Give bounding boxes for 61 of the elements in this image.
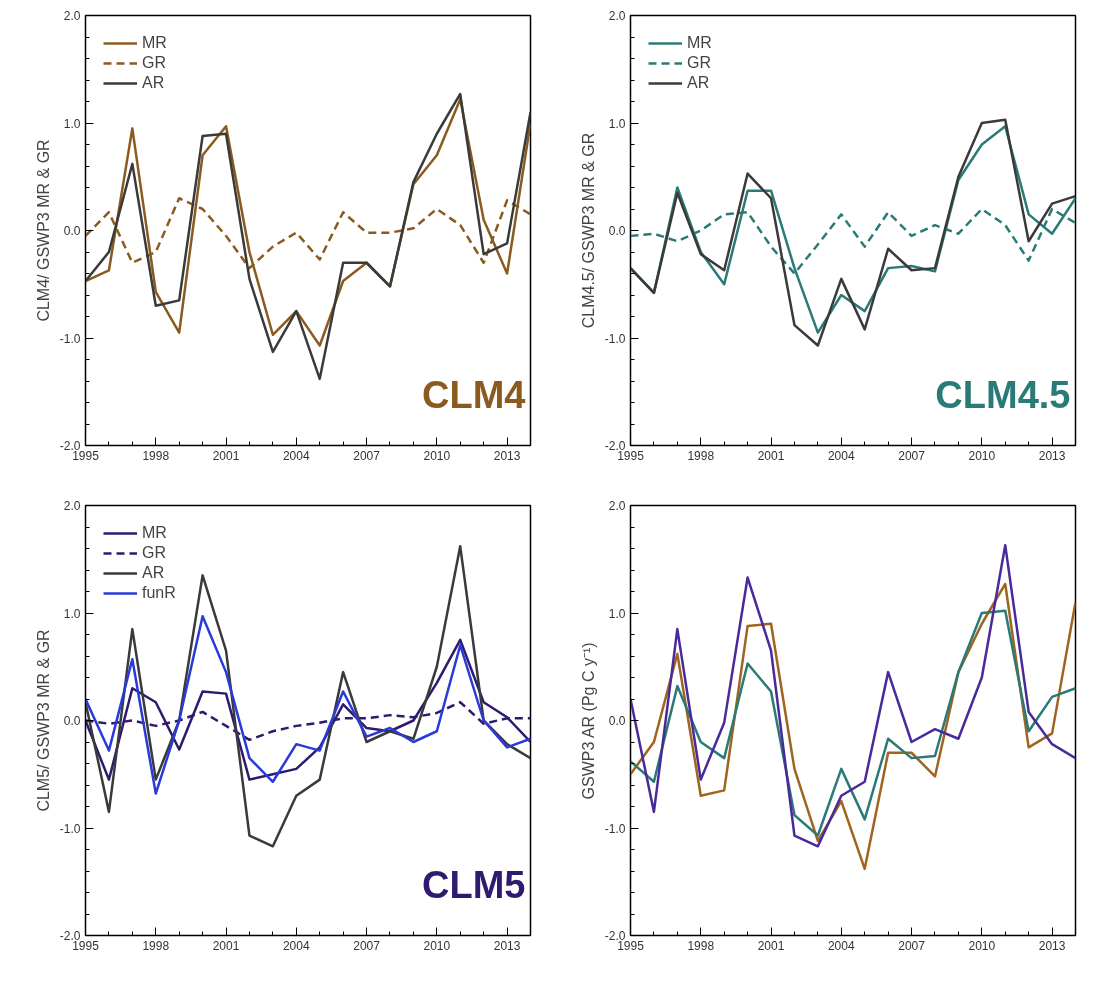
y-tick-label: 0.0 xyxy=(608,714,626,728)
annotation: CLM5 xyxy=(422,863,526,906)
y-axis-title: GSWP3 AR (Pg C y⁻¹) xyxy=(579,642,597,800)
y-axis-title: CLM5/ GSWP3 MR & GR xyxy=(34,629,52,812)
x-tick-label: 2004 xyxy=(282,938,310,953)
x-tick-label: 2010 xyxy=(423,448,451,463)
y-tick-label: -2.0 xyxy=(604,929,626,943)
x-tick-label: 2007 xyxy=(898,448,926,463)
x-tick-label: 2010 xyxy=(423,938,451,953)
x-tick-label: 2001 xyxy=(212,448,240,463)
x-tick-label: 2007 xyxy=(353,938,381,953)
annotation: CLM4 xyxy=(422,373,526,416)
y-tick-label: 2.0 xyxy=(608,9,626,23)
y-tick-label: -2.0 xyxy=(604,439,626,453)
x-tick-label: 1998 xyxy=(142,938,170,953)
x-tick-label: 2004 xyxy=(827,448,855,463)
x-tick-label: 2010 xyxy=(968,448,996,463)
x-tick-label: 1998 xyxy=(142,448,170,463)
legend-label: AR xyxy=(687,74,710,92)
x-tick-label: 2001 xyxy=(757,448,785,463)
y-tick-label: -2.0 xyxy=(59,439,81,453)
y-tick-label: 1.0 xyxy=(63,116,81,131)
x-tick-label: 2007 xyxy=(898,938,926,953)
x-tick-label: 2013 xyxy=(1038,448,1066,463)
y-tick-label: 2.0 xyxy=(608,499,626,513)
x-tick-label: 2001 xyxy=(757,938,785,953)
x-tick-label: 2004 xyxy=(282,448,310,463)
legend-label: MR xyxy=(687,34,712,52)
x-tick-label: 2010 xyxy=(968,938,996,953)
y-tick-label: -1.0 xyxy=(604,331,626,346)
y-tick-label: -1.0 xyxy=(604,821,626,836)
y-tick-label: -2.0 xyxy=(59,929,81,943)
y-axis-title: CLM4.5/ GSWP3 MR & GR xyxy=(579,132,597,329)
legend-label: AR xyxy=(142,74,165,92)
legend-label: AR xyxy=(142,564,165,582)
x-tick-label: 2013 xyxy=(1038,938,1066,953)
y-tick-label: 2.0 xyxy=(63,499,81,513)
y-tick-label: 1.0 xyxy=(608,606,626,621)
legend-label: GR xyxy=(142,54,166,72)
y-axis-title: CLM4/ GSWP3 MR & GR xyxy=(34,139,52,322)
annotation: CLM4.5 xyxy=(935,373,1071,416)
y-tick-label: 1.0 xyxy=(608,116,626,131)
y-tick-label: 0.0 xyxy=(608,224,626,238)
legend-label: funR xyxy=(142,584,176,602)
legend-label: MR xyxy=(142,524,167,542)
y-tick-label: -1.0 xyxy=(59,331,81,346)
x-tick-label: 2013 xyxy=(493,448,521,463)
y-tick-label: -1.0 xyxy=(59,821,81,836)
y-tick-label: 0.0 xyxy=(63,714,81,728)
y-tick-label: 2.0 xyxy=(63,9,81,23)
x-tick-label: 1998 xyxy=(687,448,715,463)
x-tick-label: 2007 xyxy=(353,448,381,463)
legend-label: MR xyxy=(142,34,167,52)
legend-label: GR xyxy=(687,54,711,72)
y-tick-label: 0.0 xyxy=(63,224,81,238)
x-tick-label: 1998 xyxy=(687,938,715,953)
legend-label: GR xyxy=(142,544,166,562)
x-tick-label: 2004 xyxy=(827,938,855,953)
x-tick-label: 2013 xyxy=(493,938,521,953)
y-tick-label: 1.0 xyxy=(63,606,81,621)
x-tick-label: 2001 xyxy=(212,938,240,953)
